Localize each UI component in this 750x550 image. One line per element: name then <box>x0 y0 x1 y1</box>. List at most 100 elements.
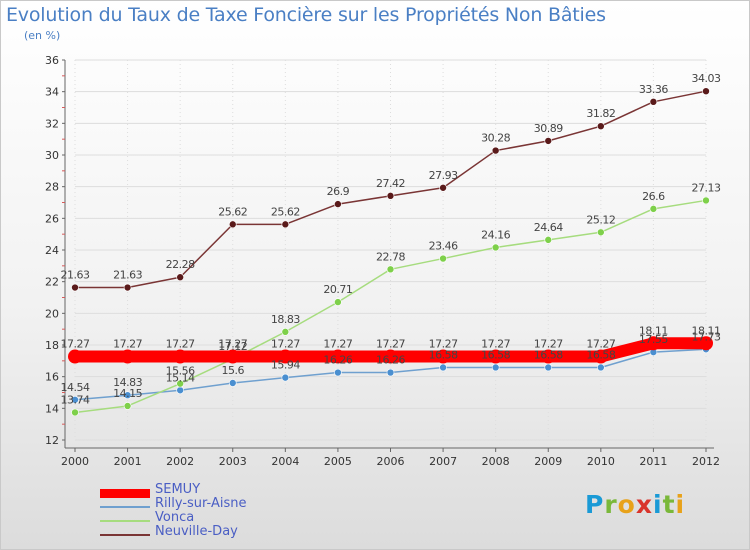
data-point <box>334 200 342 208</box>
data-label: 17.27 <box>61 338 90 351</box>
data-point <box>646 336 661 351</box>
data-label: 15.14 <box>166 371 195 384</box>
x-tick-label: 2009 <box>534 455 562 468</box>
data-point <box>544 363 553 372</box>
x-tick-label: 2006 <box>377 455 405 468</box>
data-point <box>71 395 79 404</box>
legend-swatch <box>100 534 150 536</box>
data-point <box>225 349 240 364</box>
y-tick-label: 14 <box>45 402 59 415</box>
data-point <box>491 146 500 155</box>
legend-label: Neuville-Day <box>155 524 238 539</box>
data-point <box>281 328 290 336</box>
data-point <box>334 298 342 306</box>
x-tick-label: 2002 <box>166 455 194 468</box>
data-label: 17.27 <box>271 338 300 351</box>
data-label: 20.71 <box>323 283 352 296</box>
data-point <box>541 349 556 364</box>
logo-letter: i <box>653 490 663 519</box>
x-tick-label: 2001 <box>114 455 142 468</box>
x-tick-label: 2008 <box>482 455 510 468</box>
data-label: 17.27 <box>534 338 563 351</box>
y-tick-label: 36 <box>45 54 59 67</box>
data-point <box>439 254 447 263</box>
data-label: 27.93 <box>429 169 458 182</box>
data-point <box>439 363 447 372</box>
data-point <box>173 349 188 364</box>
data-label: 17.27 <box>429 338 458 351</box>
data-point <box>123 391 132 399</box>
legend-swatch <box>100 488 150 498</box>
data-label: 26.9 <box>327 185 350 198</box>
data-label: 16.58 <box>481 348 510 361</box>
logo-letter: t <box>662 490 676 519</box>
data-label: 21.63 <box>61 269 90 282</box>
data-point <box>649 205 658 213</box>
data-label: 16.26 <box>323 354 352 367</box>
data-point <box>383 349 398 364</box>
data-label: 17.73 <box>692 330 721 343</box>
logo-letter: o <box>617 490 636 519</box>
data-label: 14.83 <box>113 376 142 389</box>
data-point <box>228 379 237 387</box>
data-point <box>597 363 605 372</box>
data-label: 23.46 <box>429 240 458 253</box>
data-label: 15.6 <box>222 364 245 377</box>
data-point <box>281 373 290 382</box>
data-label: 17.27 <box>481 338 510 351</box>
y-tick-label: 26 <box>45 212 59 225</box>
y-tick-label: 28 <box>45 181 59 194</box>
data-point <box>649 98 658 106</box>
data-label: 18.11 <box>692 324 721 337</box>
data-label: 30.28 <box>481 132 510 145</box>
data-point <box>699 336 713 351</box>
y-tick-label: 34 <box>45 86 59 99</box>
data-point <box>544 236 553 244</box>
data-label: 33.36 <box>639 83 668 96</box>
data-point <box>68 349 82 364</box>
data-label: 16.58 <box>429 348 458 361</box>
x-tick-label: 2010 <box>587 455 615 468</box>
chart-title: Evolution du Taux de Taxe Foncière sur l… <box>6 4 606 26</box>
data-point <box>702 87 710 95</box>
data-label: 21.63 <box>113 269 142 282</box>
data-label: 27.42 <box>376 177 405 190</box>
data-label: 17.27 <box>113 338 142 351</box>
data-label: 14.15 <box>113 387 142 400</box>
data-label: 17.55 <box>639 333 668 346</box>
legend-item: Vonca <box>100 510 360 528</box>
legend-label: Rilly-sur-Aisne <box>155 496 247 511</box>
data-point <box>491 243 500 252</box>
data-label: 15.94 <box>271 359 300 372</box>
data-point <box>491 363 500 372</box>
data-label: 16.58 <box>586 348 615 361</box>
legend-item: Neuville-Day <box>100 524 360 542</box>
data-point <box>278 349 293 364</box>
data-point <box>176 386 184 395</box>
data-label: 30.89 <box>534 122 563 135</box>
data-point <box>281 220 290 229</box>
data-label: 17.27 <box>586 338 615 351</box>
data-point <box>386 368 395 377</box>
data-point <box>176 379 184 388</box>
data-point <box>71 408 79 417</box>
data-label: 22.28 <box>166 258 195 271</box>
legend-swatch <box>100 506 150 508</box>
data-label: 17.27 <box>218 338 247 351</box>
y-tick-label: 12 <box>45 434 59 447</box>
data-label: 17.27 <box>376 338 405 351</box>
data-label: 17.12 <box>218 340 247 353</box>
data-label: 18.83 <box>271 313 300 326</box>
data-point <box>702 196 710 205</box>
x-tick-label: 2005 <box>324 455 352 468</box>
data-label: 17.27 <box>323 338 352 351</box>
data-point <box>436 349 451 364</box>
data-label: 34.03 <box>692 72 721 85</box>
data-point <box>597 228 605 237</box>
y-tick-label: 32 <box>45 117 59 130</box>
x-tick-label: 2012 <box>692 455 720 468</box>
data-point <box>123 283 132 292</box>
x-tick-label: 2004 <box>271 455 299 468</box>
data-point <box>123 402 132 410</box>
